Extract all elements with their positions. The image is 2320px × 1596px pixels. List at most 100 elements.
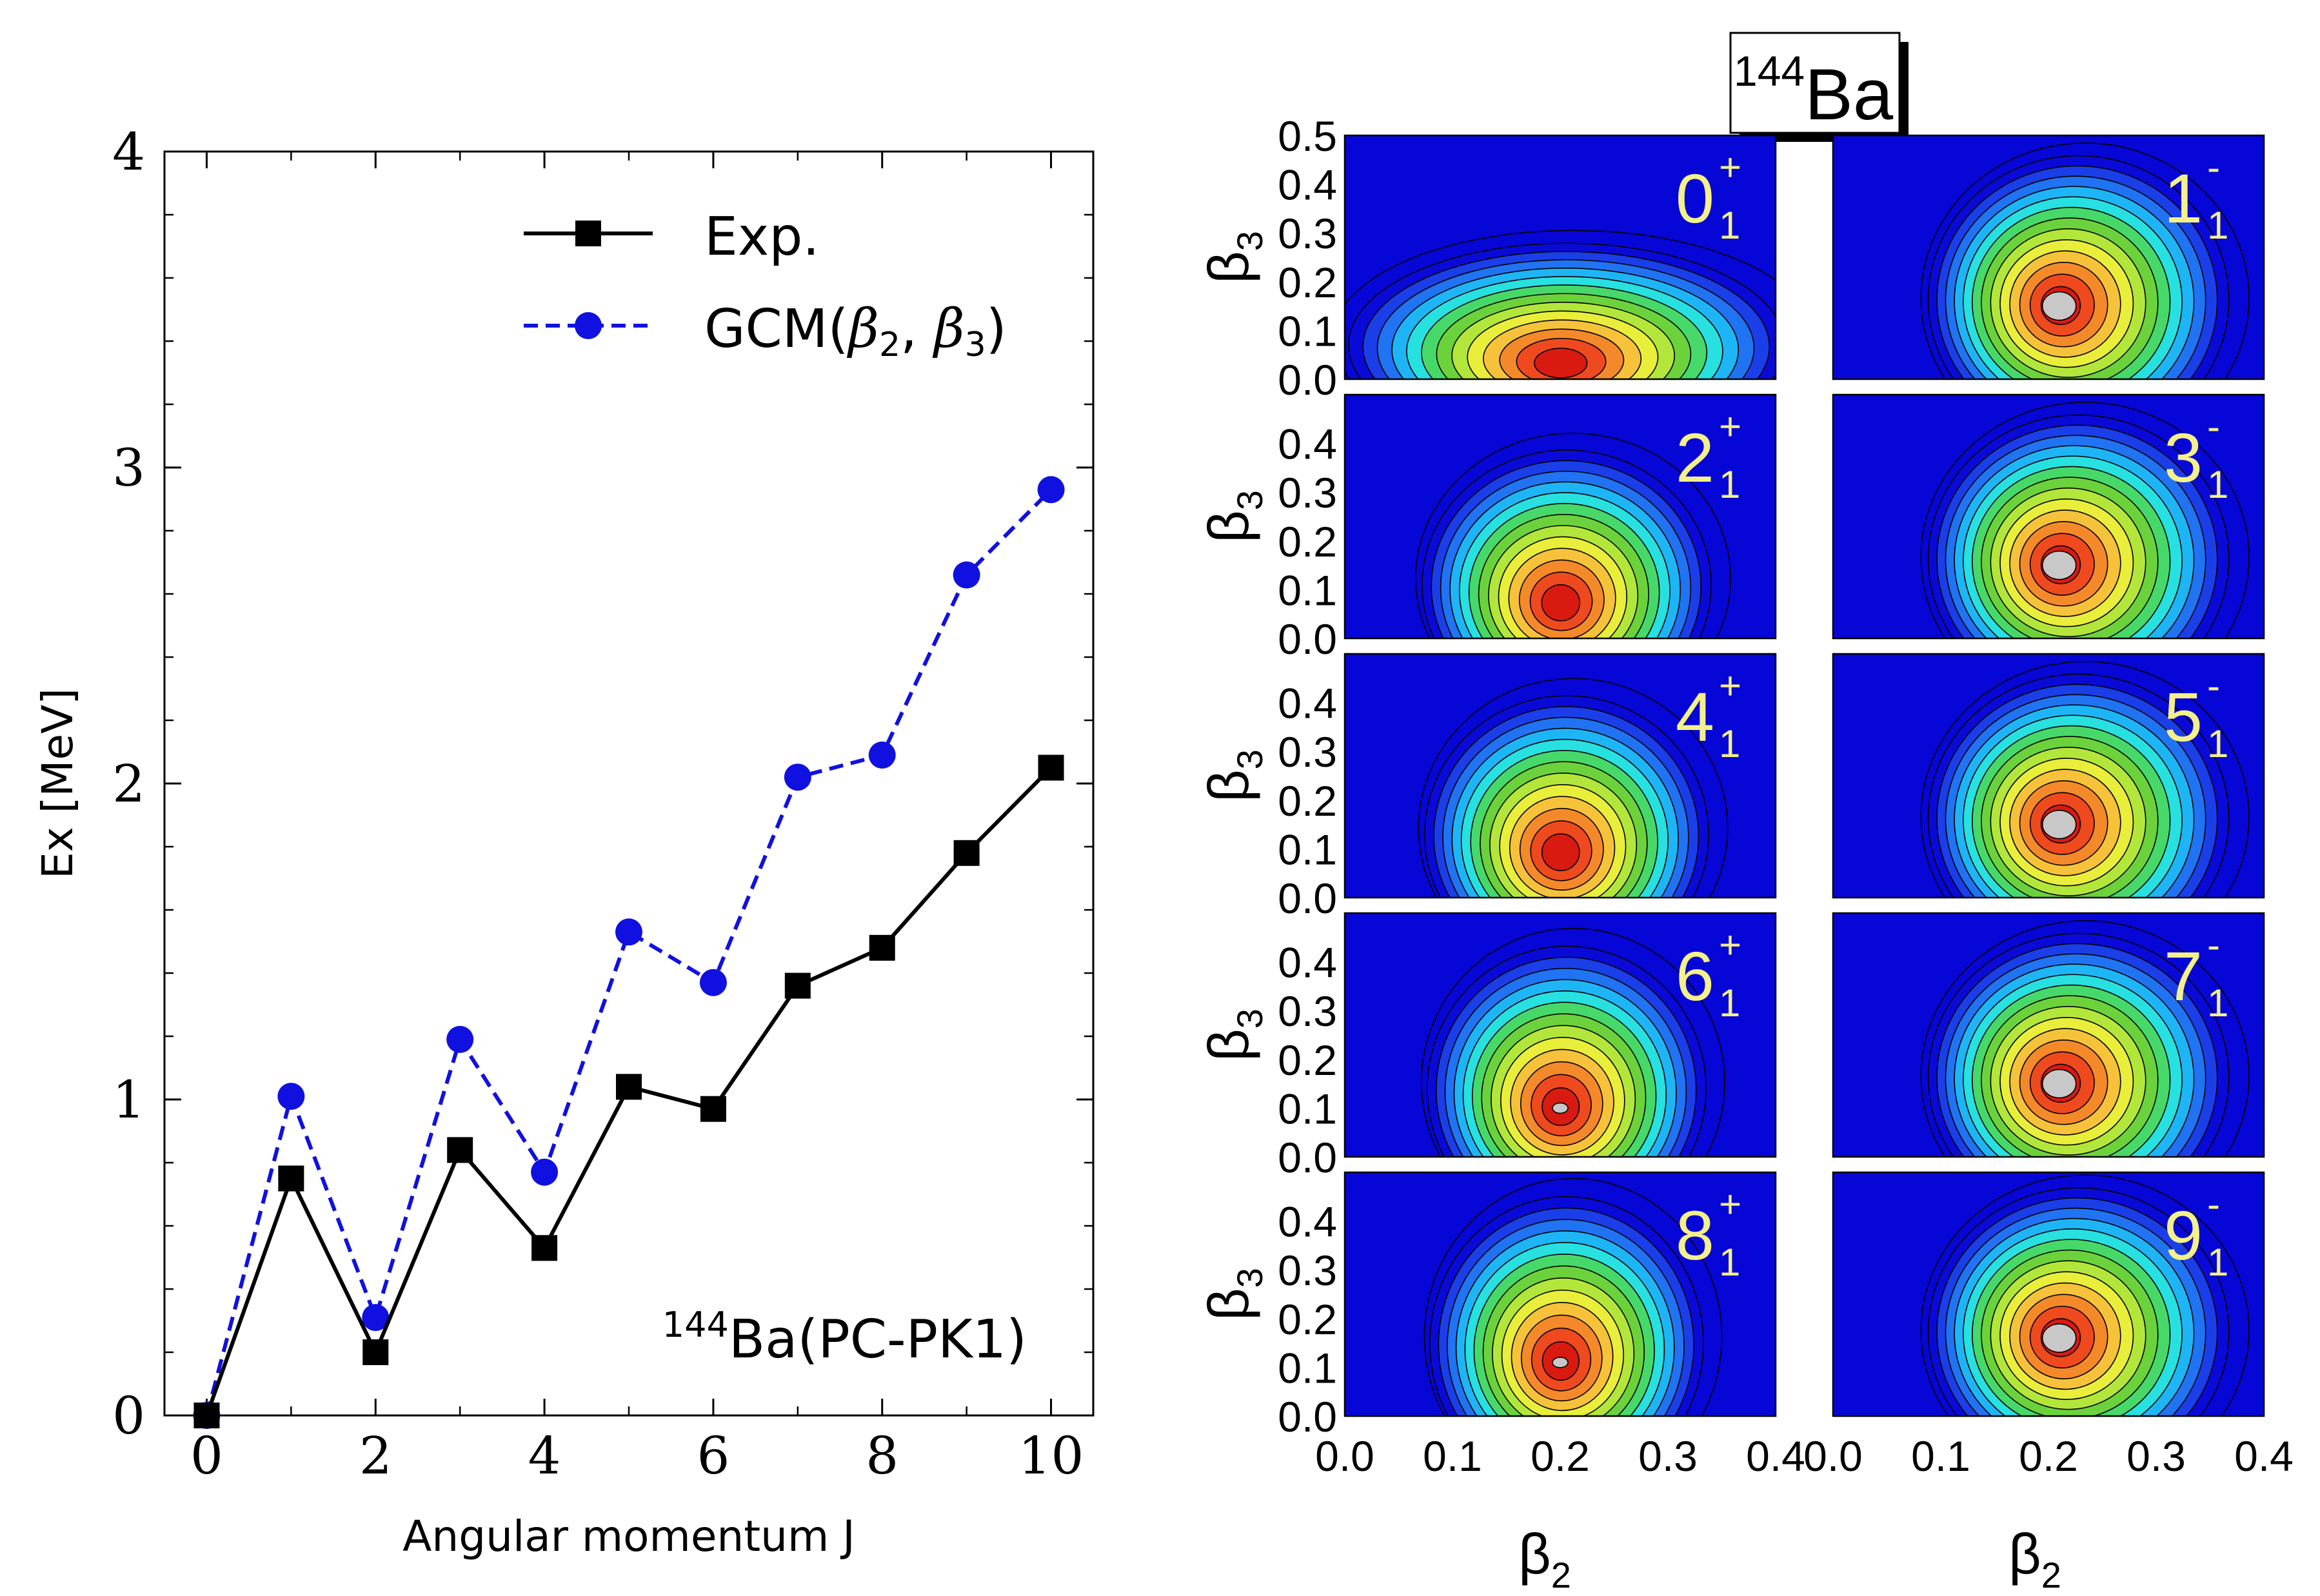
state-number: 8	[1676, 1196, 1714, 1274]
y-tick-label: 2	[112, 754, 145, 814]
state-parity: -	[2207, 1183, 2220, 1226]
contour-title-sup: 144	[1734, 47, 1805, 95]
state-label: 5	[2164, 678, 2203, 756]
contour-peak	[2041, 1069, 2077, 1099]
gcm-point	[868, 741, 896, 769]
contour-peak	[1552, 1357, 1569, 1368]
contour-level	[1534, 348, 1588, 379]
contour-x-tick-label: 0.3	[1638, 1432, 1698, 1480]
state-number: 9	[2164, 1196, 2203, 1274]
y-label-beta: β	[1196, 510, 1260, 543]
contour-outline	[1423, 1177, 1723, 1416]
contour-panel-6: 6 +1	[1343, 912, 1777, 1158]
title-box	[1729, 32, 1901, 134]
contour-outline	[1345, 230, 1776, 379]
panel-frame	[1343, 912, 1777, 1158]
gcm-point	[1037, 476, 1065, 504]
legend-exp-marker	[575, 221, 601, 246]
state-index: 1	[1719, 1241, 1740, 1284]
contour-y-tick-label: 0.2	[1278, 259, 1337, 306]
panel-frame	[1343, 134, 1777, 380]
contour-axes: 0.00.10.20.30.40.5β30.00.10.20.30.4β30.0…	[1196, 112, 2294, 1480]
panel-frame	[1832, 1171, 2265, 1417]
contour-outline	[1421, 928, 1725, 1157]
contour-y-tick-label: 0.0	[1278, 356, 1337, 404]
state-number: 1	[2164, 159, 2203, 237]
contour-panel-7: 7 - 1	[1832, 912, 2265, 1158]
contour-outline	[1920, 661, 2250, 898]
contour-y-label: β3	[1196, 490, 1270, 543]
state-label: 0	[1676, 159, 1714, 237]
contour-y-tick-label: 0.4	[1278, 1198, 1337, 1246]
panel-frame	[1832, 653, 2265, 899]
contour-y-tick-label: 0.0	[1278, 1134, 1337, 1181]
gcm-point	[446, 1025, 474, 1053]
contour-level	[1541, 584, 1581, 622]
contour-y-tick-label: 0.1	[1278, 566, 1337, 614]
contour-peak	[2041, 1323, 2077, 1353]
contour-peak	[2041, 809, 2077, 840]
contour-title-text: Ba	[1805, 54, 1894, 135]
exp-point	[447, 1137, 473, 1163]
state-label: 7	[2164, 937, 2203, 1015]
contour-y-tick-label: 0.4	[1278, 680, 1337, 727]
contour-peak	[1552, 1102, 1569, 1114]
gcm-point	[531, 1158, 559, 1186]
state-label: 2	[1676, 419, 1714, 497]
contour-panel-9: 9 - 1	[1832, 1171, 2265, 1417]
x-tick-label: 4	[528, 1426, 561, 1486]
exp-point	[278, 1165, 304, 1192]
line-chart-legend: Exp. GCM(β2, β3)	[524, 206, 1007, 364]
contour-panel-3: 3 - 1	[1832, 393, 2265, 640]
contour-y-label: β3	[1196, 749, 1270, 802]
y-tick-label: 4	[112, 122, 145, 182]
panel-frame	[1832, 134, 2265, 380]
state-number: 2	[1676, 419, 1714, 497]
x-label-left-sub: 2	[1551, 1555, 1571, 1595]
contour-y-tick-label: 0.0	[1278, 1393, 1337, 1441]
y-label-beta: β	[1196, 769, 1260, 802]
line-chart-x-axis-label: Angular momentum J	[402, 1512, 855, 1561]
contour-panel-0: 0 +1	[1343, 134, 1777, 380]
contour-y-tick-label: 0.2	[1278, 1036, 1337, 1084]
exp-point	[869, 934, 895, 961]
contour-y-tick-label: 0.2	[1278, 1296, 1337, 1343]
contour-title-box: 144Ba	[1729, 32, 1909, 142]
state-parity: -	[2207, 664, 2220, 707]
state-index: 1	[2207, 204, 2228, 247]
y-label-beta: β	[1196, 1288, 1260, 1321]
contour-x-tick-label: 0.2	[1531, 1432, 1590, 1480]
legend-gcm-beta3: β	[932, 299, 964, 360]
contour-y-tick-label: 0.4	[1278, 420, 1337, 468]
y-tick-label: 1	[112, 1070, 145, 1130]
state-index: 1	[2207, 1241, 2228, 1284]
exp-point	[953, 840, 980, 866]
contour-y-tick-label: 0.3	[1278, 469, 1337, 517]
x-label-left-beta: β	[1518, 1522, 1551, 1586]
panel-frame	[1343, 393, 1777, 640]
state-number: 4	[1676, 678, 1714, 756]
state-label: 6	[1676, 937, 1714, 1015]
state-label: 9	[2164, 1196, 2203, 1274]
contour-title: 144Ba	[1734, 47, 1894, 135]
contour-peak	[2041, 291, 2077, 321]
state-parity: +	[1719, 146, 1741, 189]
y-label-sub: 3	[1229, 749, 1270, 769]
state-number: 6	[1676, 937, 1714, 1015]
contour-outline	[1920, 402, 2250, 638]
state-index: 1	[1719, 463, 1740, 506]
contour-x-label-right: β2	[2008, 1522, 2061, 1595]
contour-y-tick-label: 0.1	[1278, 1085, 1337, 1132]
exp-point	[1038, 754, 1064, 781]
exp-point	[616, 1074, 642, 1100]
line-chart-x-tick-labels: 0 2 4 6 8 10	[190, 1426, 1084, 1486]
y-label-sub: 3	[1229, 231, 1270, 251]
exp-point	[531, 1235, 558, 1261]
gcm-series-line	[204, 488, 1053, 1416]
x-tick-label: 8	[866, 1426, 898, 1486]
contour-x-tick-label: 0.1	[1423, 1432, 1482, 1480]
state-label: 1	[2164, 159, 2203, 237]
annotation-text: Ba(PC-PK1)	[729, 1309, 1027, 1370]
contour-outline	[1920, 920, 2250, 1157]
state-number: 3	[2164, 419, 2203, 497]
